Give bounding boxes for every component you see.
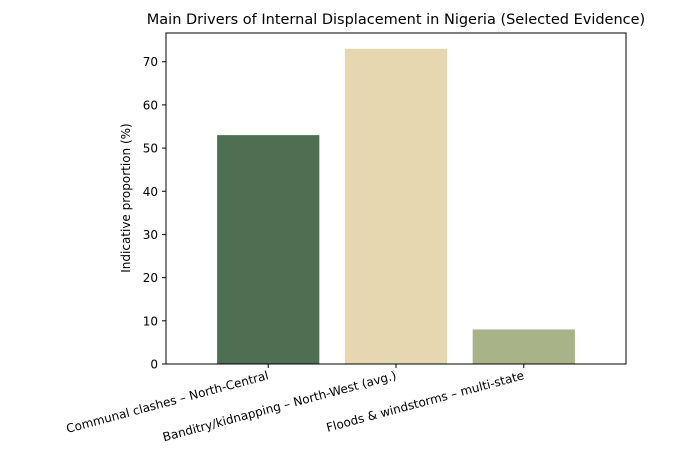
x-tick-label: Banditry/kidnapping – North-West (avg.) bbox=[161, 368, 398, 444]
chart-title: Main Drivers of Internal Displacement in… bbox=[147, 12, 645, 28]
bar bbox=[344, 48, 448, 365]
y-tick-label: 50 bbox=[143, 142, 158, 156]
bar bbox=[217, 135, 320, 364]
y-tick-label: 10 bbox=[143, 314, 158, 328]
y-tick-label: 20 bbox=[143, 271, 158, 285]
y-tick-label: 70 bbox=[143, 55, 158, 69]
y-tick-label: 30 bbox=[143, 228, 158, 242]
plot-area-frame bbox=[165, 32, 627, 365]
y-tick-label: 40 bbox=[143, 185, 158, 199]
y-tick-label: 0 bbox=[150, 358, 158, 372]
y-axis-ticks: 0 10 20 30 40 50 60 70 bbox=[143, 55, 166, 372]
bars bbox=[217, 48, 575, 365]
bar bbox=[472, 329, 575, 364]
y-tick-label: 60 bbox=[143, 98, 158, 112]
x-tick-label: Communal clashes – North-Central bbox=[65, 368, 270, 436]
y-axis-label: Indicative proportion (%) bbox=[119, 123, 133, 272]
x-axis-ticks: Communal clashes – North-CentralBanditry… bbox=[65, 364, 526, 444]
